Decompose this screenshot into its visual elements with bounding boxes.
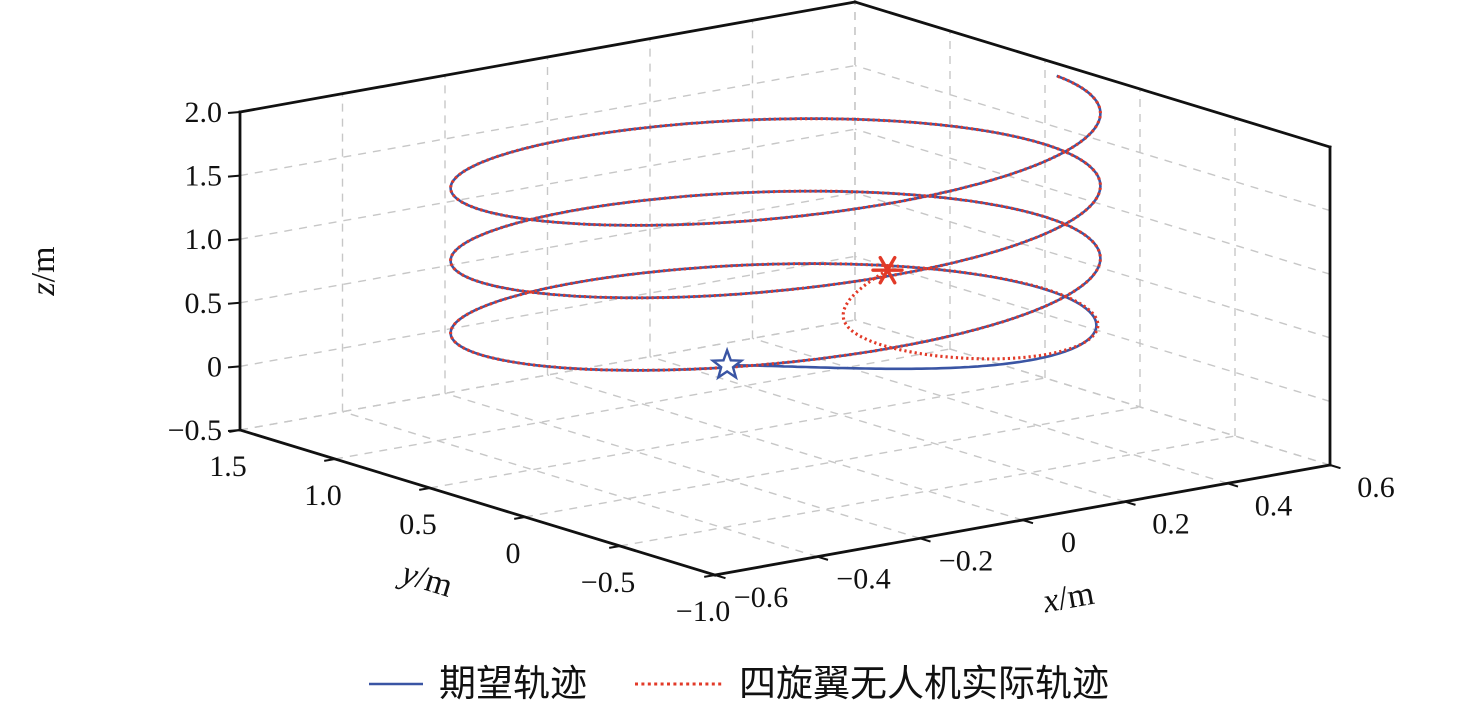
y-tick-label: −0.5 xyxy=(581,566,635,599)
y-axis-label: y/m xyxy=(394,554,456,605)
z-tick xyxy=(227,174,241,178)
legend-label-desired: 期望轨迹 xyxy=(439,663,587,705)
axes-frame xyxy=(238,0,1332,577)
z-tick-label: 0 xyxy=(207,350,222,383)
y-tick xyxy=(704,574,716,578)
y-tick xyxy=(609,545,621,549)
x-tick-label: 0.4 xyxy=(1255,489,1293,522)
x-tick xyxy=(1329,464,1341,470)
z-axis-label: z/m xyxy=(25,246,62,296)
trajectory-3d-plot: −0.6 −0.4 −0.2 0 0.2 0.4 0.6 −1.0 −0.5 0 0.5 1.0 1.5… xyxy=(25,0,1395,628)
y-tick xyxy=(419,487,431,491)
x-tick xyxy=(919,537,931,543)
x-tick xyxy=(817,555,829,561)
y-tick xyxy=(324,458,336,462)
legend: 期望轨迹 四旋翼无人机实际轨迹 xyxy=(0,646,1476,722)
actual-line-sample xyxy=(635,682,723,686)
x-tick xyxy=(714,574,726,580)
y-tick-label: −1.0 xyxy=(676,595,730,628)
z-tick xyxy=(227,429,241,432)
z-tick-label: 2.0 xyxy=(185,96,223,129)
grid-lines xyxy=(239,1,1331,576)
z-tick-label: 0.5 xyxy=(185,287,223,320)
x-axis-label: x/m xyxy=(1039,575,1097,621)
x-tick-label: 0 xyxy=(1061,526,1076,559)
start-asterisk-marker xyxy=(871,255,904,285)
y-tick-label: 1.5 xyxy=(209,450,247,483)
start-star-marker xyxy=(709,346,745,381)
x-tick-label: −0.4 xyxy=(836,563,890,596)
actual-trajectory-line xyxy=(449,74,1102,372)
desired-line-sample xyxy=(369,682,423,686)
x-tick-label: 0.6 xyxy=(1357,471,1395,504)
x-tick-label: −0.2 xyxy=(939,544,993,577)
z-tick-label: −0.5 xyxy=(168,414,222,447)
z-tick-label: 1.5 xyxy=(185,160,223,193)
legend-item-actual: 四旋翼无人机实际轨迹 xyxy=(633,666,1109,703)
z-tick xyxy=(227,238,241,242)
z-tick-label: 1.0 xyxy=(185,223,223,256)
tick-labels: −0.6 −0.4 −0.2 0 0.2 0.4 0.6 −1.0 −0.5 0 0.5 1.0 1.5… xyxy=(25,96,1395,628)
y-tick-label: 1.0 xyxy=(304,479,342,512)
z-tick xyxy=(227,301,241,305)
legend-label-actual: 四旋翼无人机实际轨迹 xyxy=(739,663,1109,705)
y-tick xyxy=(514,516,526,520)
x-tick xyxy=(1227,482,1239,488)
y-tick-label: 0 xyxy=(506,537,521,570)
tick-marks xyxy=(227,111,1341,580)
x-tick xyxy=(1022,519,1034,525)
x-tick-label: 0.2 xyxy=(1152,508,1190,541)
x-tick xyxy=(1124,500,1136,506)
y-tick-label: 0.5 xyxy=(399,508,437,541)
legend-item-desired: 期望轨迹 xyxy=(367,666,587,703)
z-tick xyxy=(227,365,241,369)
x-tick-label: −0.6 xyxy=(734,581,788,614)
z-tick xyxy=(227,111,241,114)
